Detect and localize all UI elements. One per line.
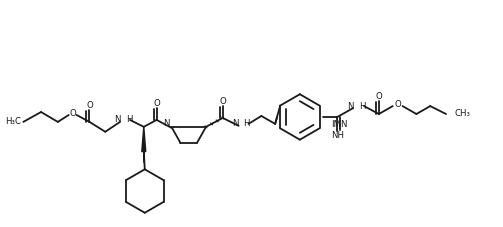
Text: N: N: [347, 102, 353, 111]
Text: H₃C: H₃C: [6, 117, 21, 126]
Text: O: O: [69, 109, 76, 118]
Text: O: O: [394, 100, 401, 109]
Text: CH₃: CH₃: [455, 109, 471, 118]
Text: H: H: [126, 115, 132, 124]
Text: H: H: [243, 119, 250, 128]
Text: O: O: [219, 97, 226, 106]
Text: O: O: [86, 101, 93, 110]
Text: O: O: [376, 92, 382, 101]
Text: O: O: [153, 99, 160, 108]
Polygon shape: [142, 127, 146, 152]
Text: N: N: [232, 119, 238, 128]
Text: H: H: [359, 102, 366, 111]
Text: N: N: [115, 115, 121, 124]
Text: IMN: IMN: [331, 120, 348, 129]
Text: N: N: [163, 119, 170, 128]
Text: NH: NH: [331, 131, 344, 140]
